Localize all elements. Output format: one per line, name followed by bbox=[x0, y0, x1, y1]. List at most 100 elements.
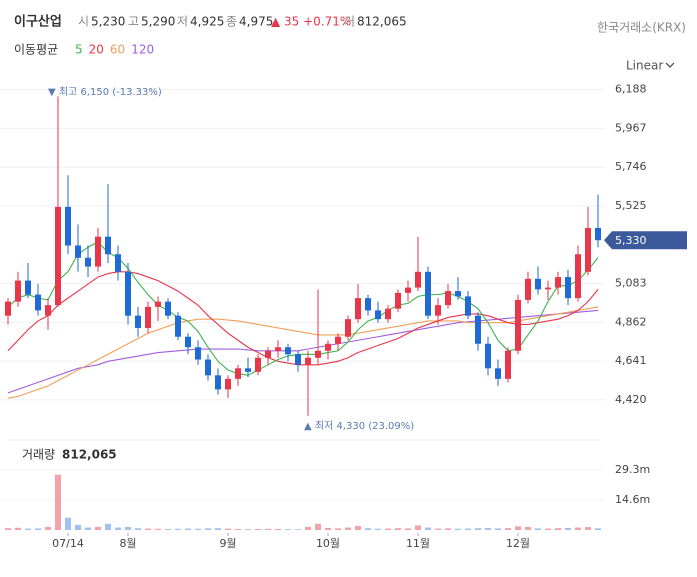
volume-bar bbox=[45, 526, 51, 530]
volume-bar bbox=[495, 528, 501, 530]
candle-body bbox=[415, 271, 421, 288]
volume-bar bbox=[135, 528, 141, 530]
y-tick-label: 4,862 bbox=[615, 315, 647, 328]
y-tick-label: 5,967 bbox=[615, 121, 647, 134]
header: 이구산업 시 5,230 고 5,290 저 4,925 종 4,975 ▲ 3… bbox=[8, 14, 686, 441]
volume-bar bbox=[545, 528, 551, 530]
candle-body bbox=[25, 280, 31, 295]
volume-bar bbox=[505, 528, 511, 530]
moving-average bbox=[7, 271, 599, 366]
legend-entry: 5 bbox=[75, 43, 83, 57]
candle-body bbox=[35, 294, 41, 311]
candle-body bbox=[255, 357, 261, 372]
volume-bar bbox=[145, 528, 151, 530]
low-annotation: ▲ 최저 4,330 (23.09%) bbox=[304, 420, 414, 432]
candle-body bbox=[335, 336, 341, 344]
candle-body bbox=[595, 227, 601, 241]
volume-bar bbox=[175, 528, 181, 530]
volume-bar bbox=[225, 528, 231, 530]
volume-bar bbox=[475, 528, 481, 530]
volume-bar bbox=[25, 528, 31, 530]
candle-body bbox=[135, 315, 141, 328]
candle-body bbox=[125, 271, 131, 316]
volume-bar bbox=[445, 528, 451, 530]
volume-bar bbox=[585, 527, 591, 530]
candle-body bbox=[325, 343, 331, 351]
volume-bar bbox=[95, 526, 101, 530]
candle-body bbox=[345, 319, 351, 337]
change: ▲ 35 +0.71% bbox=[271, 15, 351, 29]
candle-body bbox=[395, 292, 401, 309]
x-tick-label: 10월 bbox=[316, 537, 340, 550]
open-label: 시 bbox=[78, 15, 89, 29]
volume-bar bbox=[565, 527, 571, 530]
volume-bar bbox=[455, 528, 461, 530]
volume-bar bbox=[335, 528, 341, 530]
candle-body bbox=[565, 277, 571, 299]
candle-body bbox=[155, 301, 161, 307]
volume-label: 거 bbox=[344, 15, 355, 29]
candle-body bbox=[65, 206, 71, 246]
candle-body bbox=[465, 296, 471, 316]
high: 5,290 bbox=[141, 15, 175, 29]
candle-body bbox=[275, 347, 281, 351]
candle-body bbox=[45, 305, 51, 316]
candle-body bbox=[245, 368, 251, 372]
moving-average bbox=[7, 306, 599, 399]
candle-body bbox=[165, 301, 171, 316]
candle-body bbox=[115, 254, 121, 272]
volume-bar bbox=[245, 529, 251, 530]
candle-body bbox=[495, 368, 501, 379]
volume-last: 812,065 bbox=[62, 448, 117, 462]
volume-bar bbox=[355, 525, 361, 530]
candle-body bbox=[145, 306, 151, 328]
low-label: 저 bbox=[177, 15, 188, 29]
volume-bar bbox=[5, 528, 11, 530]
candle-body bbox=[305, 357, 311, 365]
volume-bar bbox=[185, 528, 191, 530]
candle-body bbox=[435, 305, 441, 316]
low: 4,925 bbox=[190, 15, 224, 29]
x-tick-label: 8월 bbox=[119, 537, 136, 550]
volume-bar bbox=[155, 528, 161, 530]
scale-toggle[interactable]: Linear bbox=[626, 59, 663, 73]
volume-bar bbox=[345, 527, 351, 530]
candle-body bbox=[375, 310, 381, 320]
exchange: 한국거래소(KRX) bbox=[597, 21, 686, 35]
y-tick-label: 4,420 bbox=[615, 393, 647, 406]
candle-body bbox=[215, 375, 221, 390]
candle-body bbox=[295, 354, 301, 365]
volume-bar bbox=[415, 525, 421, 530]
candle-body bbox=[505, 350, 511, 379]
volume-tick-label: 29.3m bbox=[615, 463, 650, 476]
x-tick-label: 9월 bbox=[219, 537, 236, 550]
volume-bar bbox=[555, 528, 561, 530]
volume-bar bbox=[85, 527, 91, 530]
volume-bar bbox=[435, 528, 441, 530]
candle-body bbox=[515, 299, 521, 351]
candle-body bbox=[95, 236, 101, 267]
candle-body bbox=[175, 315, 181, 337]
close-label: 종 bbox=[226, 15, 237, 29]
y-tick-label: 4,641 bbox=[615, 354, 647, 367]
high-annotation: ▼ 최고 6,150 (-13.33%) bbox=[48, 86, 162, 98]
candle-body bbox=[355, 298, 361, 320]
candle-body bbox=[55, 206, 61, 306]
y-tick-label: 5,525 bbox=[615, 199, 647, 212]
volume-bar bbox=[385, 528, 391, 530]
volume-bar bbox=[105, 523, 111, 530]
volume-bar bbox=[365, 528, 371, 530]
legend-entry: 20 bbox=[89, 43, 104, 57]
volume-bar bbox=[595, 528, 601, 530]
last-price-label: 5,330 bbox=[615, 234, 647, 247]
x-tick-label: 07/14 bbox=[52, 537, 84, 550]
candle-body bbox=[425, 271, 431, 316]
candle-body bbox=[285, 347, 291, 355]
volume-title: 거래량 bbox=[22, 448, 55, 462]
candle-body bbox=[455, 291, 461, 297]
volume-bar bbox=[165, 528, 171, 530]
volume-bar bbox=[255, 528, 261, 530]
volume-bar bbox=[315, 523, 321, 530]
candle-body bbox=[445, 291, 451, 306]
